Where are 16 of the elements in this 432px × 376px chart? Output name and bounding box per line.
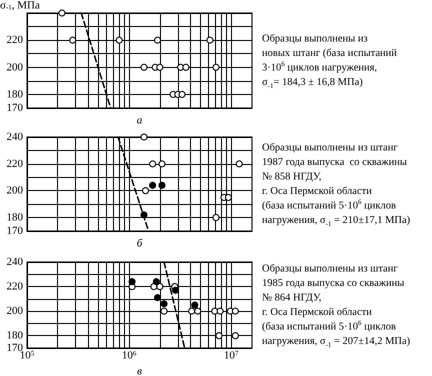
y-tick-label: 180: [6, 212, 24, 224]
y-tick-label: 240: [6, 256, 24, 268]
y-tick-label: 180: [6, 88, 24, 100]
x-axis-title: б: [136, 237, 143, 250]
y-tick-label: 240: [6, 131, 24, 143]
y-tick-label: 200: [6, 184, 24, 197]
y-tick-label: 170: [6, 225, 24, 237]
y-tick-label: 220: [6, 280, 24, 293]
y-tick-label: 220: [6, 34, 24, 46]
x-axis-title: в: [137, 365, 142, 376]
y-tick-label: 220: [6, 158, 24, 170]
y-tick-label: 170: [6, 102, 24, 114]
x-axis-title: а: [136, 114, 143, 126]
y-tick-label: 200: [6, 61, 24, 74]
y-tick-label: 180: [6, 330, 24, 342]
y-tick-label: 200: [6, 305, 24, 318]
